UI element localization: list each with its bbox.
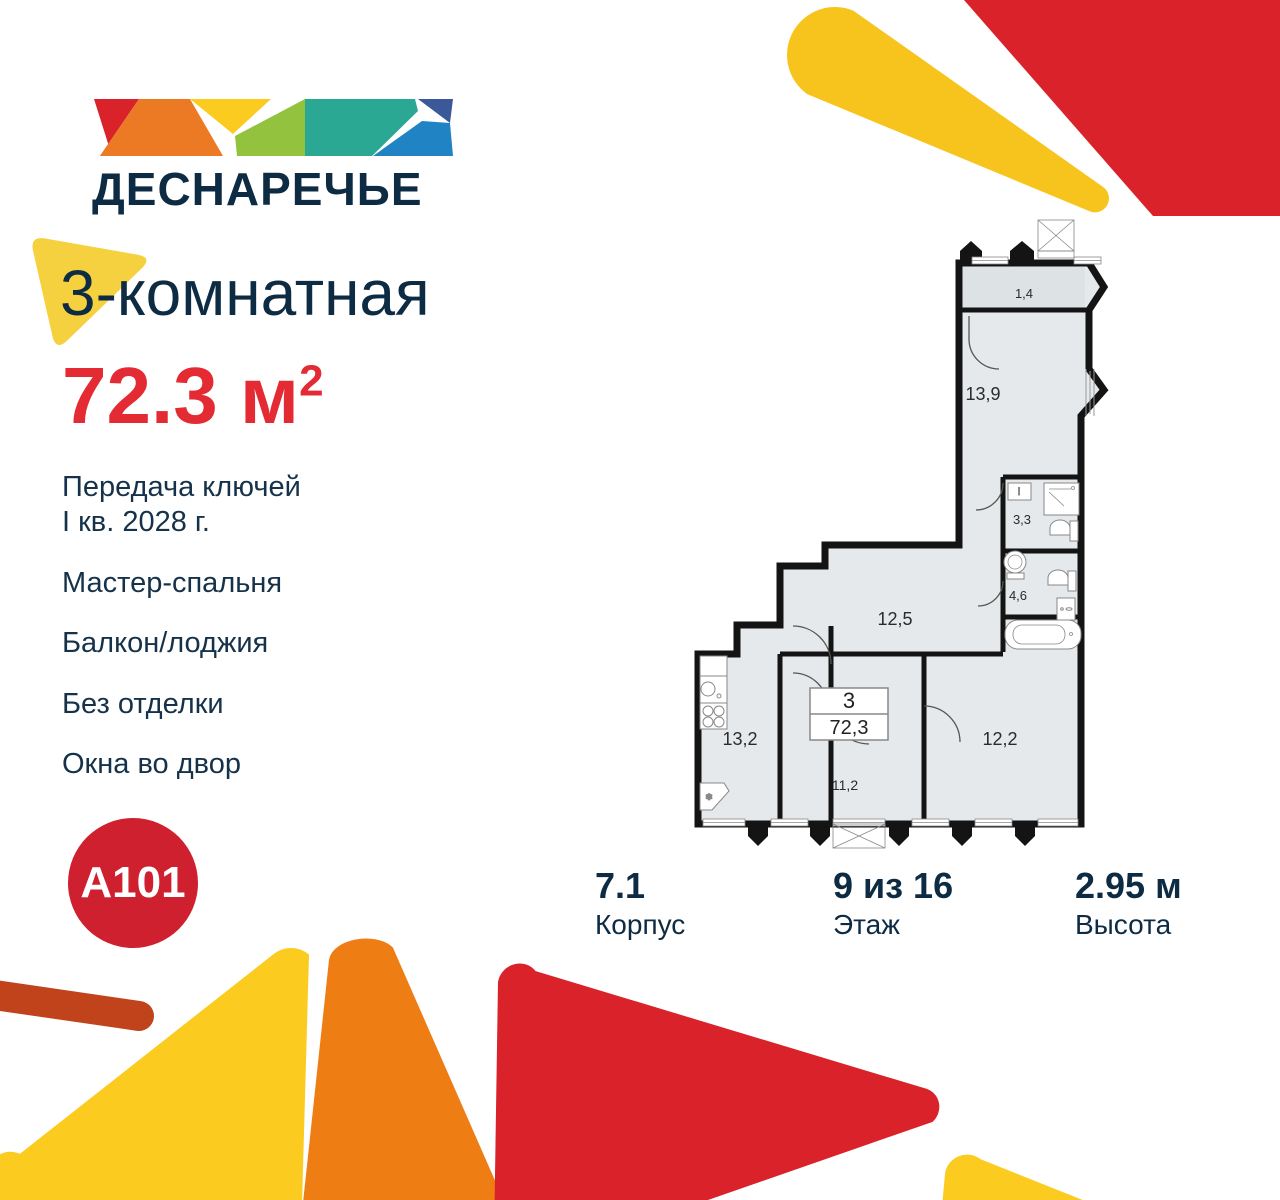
svg-text:❄: ❄ — [705, 792, 713, 802]
svg-text:3,3: 3,3 — [1013, 512, 1031, 527]
svg-text:12,5: 12,5 — [877, 609, 912, 629]
svg-text:72,3: 72,3 — [830, 717, 869, 739]
svg-text:4,6: 4,6 — [1009, 588, 1027, 603]
svg-text:12,2: 12,2 — [982, 729, 1017, 749]
svg-text:13,2: 13,2 — [722, 729, 757, 749]
svg-text:!: ! — [1017, 486, 1020, 498]
svg-text:11,2: 11,2 — [832, 777, 858, 793]
svg-text:3: 3 — [843, 688, 855, 713]
svg-text:13,9: 13,9 — [965, 384, 1000, 404]
svg-text:1,4: 1,4 — [1015, 286, 1033, 301]
